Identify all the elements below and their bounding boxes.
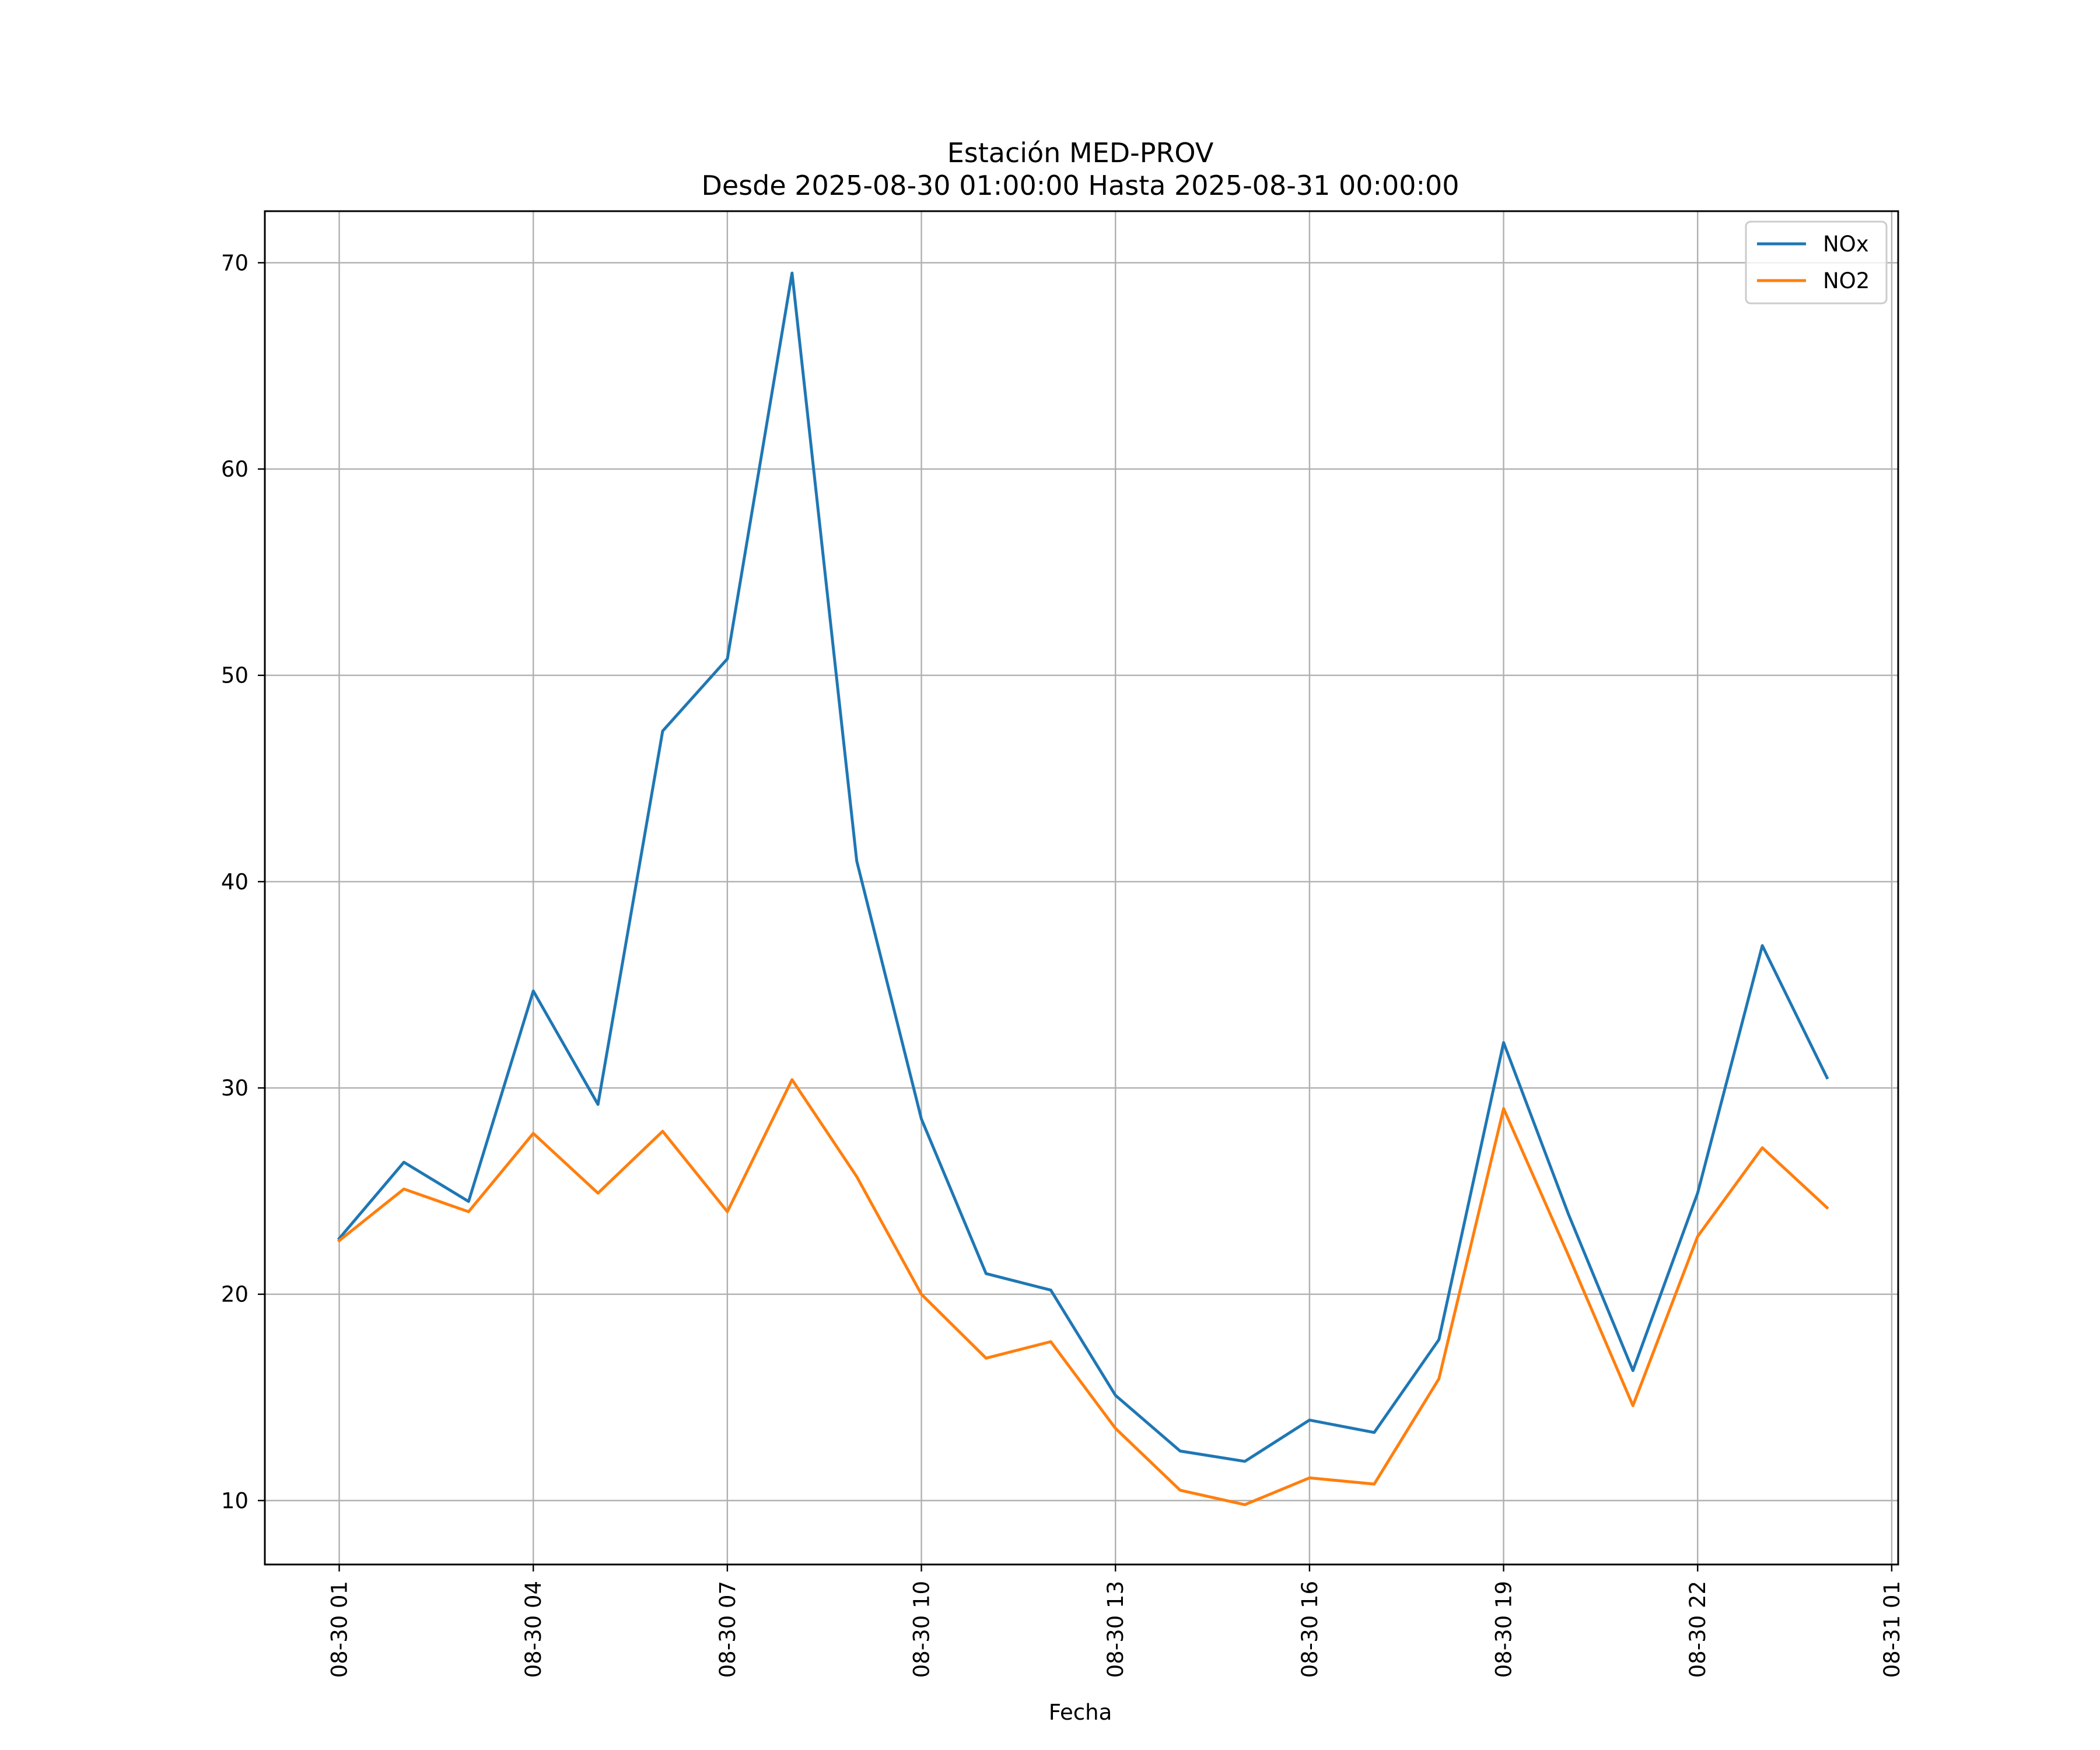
y-tick-label: 60 — [221, 457, 249, 482]
x-tick-label: 08-30 10 — [909, 1581, 935, 1678]
grid-lines — [265, 211, 1898, 1564]
x-tick-label: 08-30 01 — [327, 1581, 352, 1678]
x-tick-label: 08-30 07 — [715, 1581, 740, 1678]
x-tick-label: 08-30 22 — [1685, 1581, 1710, 1678]
y-tick-label: 70 — [221, 250, 249, 275]
legend-label-no2: NO2 — [1823, 268, 1870, 293]
y-tick-label: 30 — [221, 1076, 249, 1101]
legend-label-nox: NOx — [1823, 232, 1869, 257]
y-axis: 10 20 30 40 50 60 70 — [221, 250, 265, 1513]
plot-frame — [264, 210, 1899, 1566]
x-tick-label: 08-30 16 — [1297, 1581, 1322, 1678]
y-tick-label: 20 — [221, 1282, 249, 1307]
y-tick-label: 40 — [221, 869, 249, 894]
y-tick-label: 10 — [221, 1488, 249, 1513]
chart-title: Estación MED-PROV — [947, 137, 1214, 169]
plot-area — [265, 211, 1898, 1564]
series-layer — [337, 271, 1829, 1506]
chart-subtitle: Desde 2025-08-30 01:00:00 Hasta 2025-08-… — [701, 170, 1459, 201]
x-tick-label: 08-30 13 — [1103, 1581, 1128, 1678]
series-line-nox — [337, 271, 1829, 1463]
legend-frame — [1745, 220, 1888, 304]
legend: NOx NO2 — [1745, 220, 1888, 304]
x-axis-label: Fecha — [1049, 1700, 1112, 1725]
x-tick-label: 08-31 01 — [1880, 1581, 1905, 1678]
y-tick-label: 50 — [221, 663, 249, 688]
series-line-no2 — [337, 1078, 1829, 1506]
x-axis: 08-30 01 08-30 04 08-30 07 08-30 10 08-30 13… — [327, 1564, 1905, 1678]
x-tick-label: 08-30 04 — [521, 1581, 546, 1678]
x-tick-label: 08-30 19 — [1492, 1581, 1517, 1678]
